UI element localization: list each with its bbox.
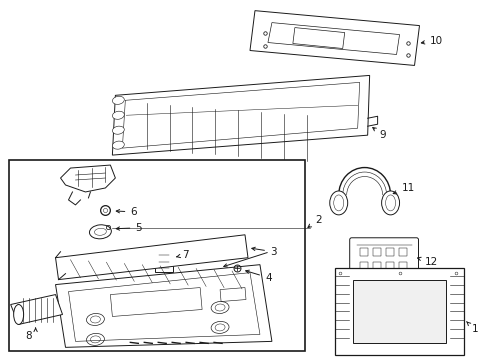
Bar (385, 248, 393, 256)
Bar (372, 262, 380, 270)
Text: 11: 11 (392, 183, 414, 194)
Bar (398, 262, 406, 270)
Text: 12: 12 (417, 257, 437, 267)
Bar (334, 268, 464, 355)
Text: 7: 7 (176, 250, 188, 260)
Polygon shape (112, 75, 369, 155)
Text: 5: 5 (116, 223, 142, 233)
Bar (385, 262, 393, 270)
Bar (155, 250, 173, 272)
Bar (359, 262, 367, 270)
Ellipse shape (381, 191, 399, 215)
Ellipse shape (89, 225, 111, 239)
Ellipse shape (112, 96, 124, 104)
Bar (352, 280, 446, 343)
Polygon shape (11, 294, 62, 324)
Ellipse shape (112, 111, 124, 119)
Bar (359, 248, 367, 256)
Bar (372, 248, 380, 256)
Polygon shape (61, 165, 115, 192)
Ellipse shape (112, 141, 124, 149)
Text: 2: 2 (307, 215, 321, 228)
Bar (9, 160, 304, 351)
Text: 8: 8 (25, 332, 32, 341)
Text: 6: 6 (116, 207, 137, 217)
Polygon shape (56, 265, 271, 347)
Text: 9: 9 (372, 127, 386, 140)
FancyBboxPatch shape (349, 238, 418, 280)
Text: 1: 1 (466, 321, 477, 334)
Polygon shape (249, 11, 419, 66)
Ellipse shape (329, 191, 347, 215)
Text: 4: 4 (245, 270, 271, 283)
Polygon shape (56, 235, 247, 280)
Text: 3: 3 (251, 247, 276, 257)
Ellipse shape (112, 126, 124, 134)
Ellipse shape (14, 305, 23, 324)
Bar (398, 248, 406, 256)
Text: 10: 10 (421, 36, 442, 46)
